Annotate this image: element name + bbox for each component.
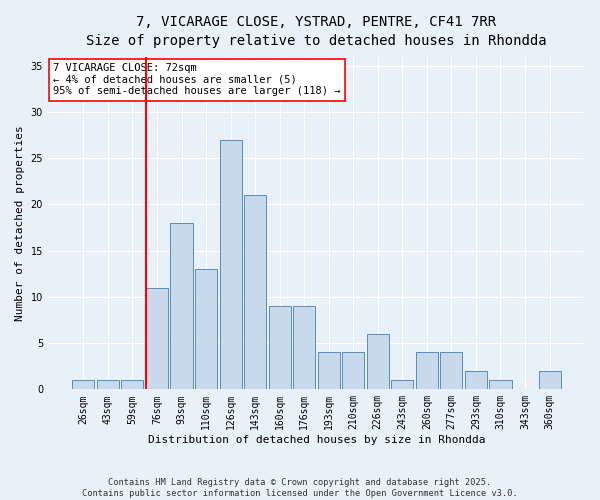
Bar [146,288,168,390]
Bar [391,380,413,390]
Bar [73,380,94,390]
Bar [170,223,193,390]
X-axis label: Distribution of detached houses by size in Rhondda: Distribution of detached houses by size … [148,435,485,445]
Bar [220,140,242,390]
Bar [342,352,364,390]
Bar [121,380,143,390]
Text: Contains HM Land Registry data © Crown copyright and database right 2025.
Contai: Contains HM Land Registry data © Crown c… [82,478,518,498]
Bar [269,306,290,390]
Text: 7 VICARAGE CLOSE: 72sqm
← 4% of detached houses are smaller (5)
95% of semi-deta: 7 VICARAGE CLOSE: 72sqm ← 4% of detached… [53,64,341,96]
Bar [465,371,487,390]
Bar [416,352,438,390]
Bar [367,334,389,390]
Bar [490,380,512,390]
Title: 7, VICARAGE CLOSE, YSTRAD, PENTRE, CF41 7RR
Size of property relative to detache: 7, VICARAGE CLOSE, YSTRAD, PENTRE, CF41 … [86,15,547,48]
Bar [97,380,119,390]
Bar [440,352,463,390]
Y-axis label: Number of detached properties: Number of detached properties [15,125,25,321]
Bar [293,306,315,390]
Bar [244,195,266,390]
Bar [317,352,340,390]
Bar [539,371,560,390]
Bar [195,269,217,390]
